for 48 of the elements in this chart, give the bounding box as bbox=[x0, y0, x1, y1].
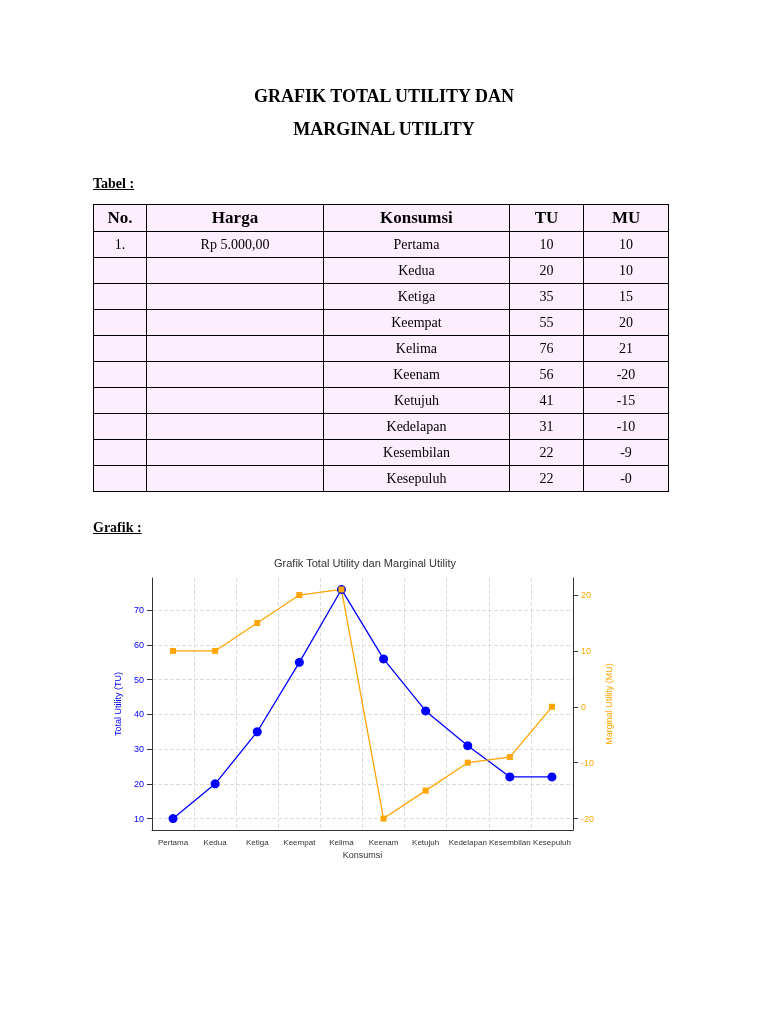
point bbox=[170, 647, 177, 654]
point bbox=[506, 754, 513, 761]
y2-tick-label: -10 bbox=[581, 757, 595, 768]
y-tick-label: 40 bbox=[133, 709, 144, 720]
y-tick-label: 20 bbox=[133, 778, 144, 789]
y-tick-label: 60 bbox=[133, 639, 144, 650]
point bbox=[168, 814, 178, 824]
y2-tick-label: 10 bbox=[581, 645, 592, 656]
x-tick-label: Kedua bbox=[203, 837, 228, 847]
text: Tabel : bbox=[93, 176, 136, 192]
point bbox=[210, 779, 220, 789]
x-tick-label: Ketujuh bbox=[412, 837, 440, 847]
point bbox=[547, 772, 557, 782]
value-table: No. Harga Konsumsi TU MU 1. Rp 5.000,00 Pertama 10 10 Kedua 20 10 Ketiga 35 15 Keempat 55 20 Kelima 76 21 Keenam 56 -20 Ketujuh 41 -15 Kedelapan 31 -10 Kesembilan 22 -9 Kesepuluh 22 -0 bbox=[93, 204, 669, 492]
point bbox=[548, 703, 555, 710]
point bbox=[252, 727, 262, 737]
y-tick-label: 30 bbox=[133, 744, 144, 755]
point bbox=[254, 619, 261, 626]
point bbox=[464, 759, 471, 766]
y2-tick-label: 0 bbox=[581, 701, 587, 712]
x-tick-label: Ketiga bbox=[245, 837, 270, 847]
y-tick-label: 70 bbox=[133, 605, 144, 616]
point bbox=[505, 772, 515, 782]
x-tick-label: Pertama bbox=[157, 837, 189, 847]
x-tick-label: Keenam bbox=[368, 837, 399, 847]
x-tick-label: Kesepuluh bbox=[533, 837, 571, 847]
point bbox=[379, 654, 389, 664]
y-axis-title: Total Utility (TU) bbox=[112, 671, 123, 737]
point bbox=[421, 706, 431, 716]
y-tick-label: 50 bbox=[133, 674, 144, 685]
x-tick-label: Keempat bbox=[283, 837, 317, 847]
point bbox=[380, 815, 387, 822]
y2-tick-label: -20 bbox=[581, 813, 595, 824]
point bbox=[296, 592, 303, 599]
x-tick-label: Kelima bbox=[329, 837, 355, 847]
chart-title: Grafik Total Utility dan Marginal Utility bbox=[274, 556, 457, 569]
x-tick-label: Kedelapan bbox=[448, 837, 487, 847]
x-tick-label: Kesembilan bbox=[488, 837, 531, 847]
point bbox=[463, 741, 473, 751]
point bbox=[212, 647, 219, 654]
y2-tick-label: 20 bbox=[581, 590, 592, 601]
text: Grafik : bbox=[93, 520, 143, 536]
point bbox=[294, 657, 304, 667]
text: GRAFIK TOTAL UTILITY DAN MARGINAL UTILITY bbox=[253, 85, 515, 141]
x-axis-title: Konsumsi bbox=[342, 850, 383, 861]
point bbox=[422, 787, 429, 794]
y2-axis-title: Marginal Utility (MU) bbox=[604, 663, 615, 745]
y-tick-label: 10 bbox=[133, 813, 144, 824]
